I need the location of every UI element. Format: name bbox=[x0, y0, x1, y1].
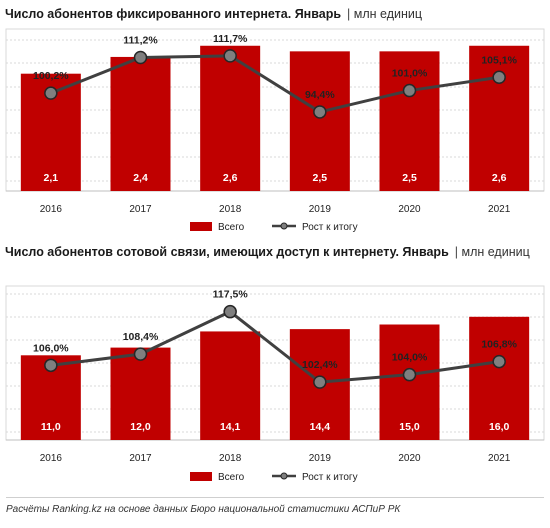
chart-plot: 11,0 2016 12,0 2017 14,1 2018 14,4 2019 15,0 2020… bbox=[5, 285, 545, 483]
growth-line bbox=[50, 54, 500, 114]
bar-value-label: 2,5 bbox=[313, 172, 328, 184]
x-tick-label: 2016 bbox=[40, 453, 63, 464]
bar bbox=[110, 56, 171, 192]
bar-value-label: 14,4 bbox=[310, 421, 331, 433]
growth-value-label: 106,0% bbox=[33, 342, 69, 354]
growth-point bbox=[223, 304, 237, 319]
x-tick-label: 2018 bbox=[219, 453, 242, 464]
legend-label: Всего bbox=[218, 222, 245, 233]
chart-unit: млн единиц bbox=[353, 7, 423, 21]
bar bbox=[289, 51, 350, 192]
source-note: Расчёты Ranking.kz на основе данных Бюро… bbox=[6, 504, 401, 515]
bar-value-label: 2,4 bbox=[133, 172, 148, 184]
bar-value-label: 16,0 bbox=[489, 421, 510, 433]
x-tick-label: 2017 bbox=[129, 453, 152, 464]
x-tick-label: 2017 bbox=[129, 204, 152, 215]
growth-point bbox=[402, 83, 417, 98]
bar bbox=[379, 51, 440, 192]
growth-point bbox=[402, 367, 417, 382]
bar-value-label: 12,0 bbox=[130, 421, 151, 433]
growth-value-label: 111,7% bbox=[213, 33, 248, 45]
x-tick-label: 2019 bbox=[309, 453, 332, 464]
bar bbox=[379, 324, 440, 440]
growth-value-label: 102,4% bbox=[302, 359, 338, 371]
legend-label: Рост к итогу bbox=[302, 472, 358, 483]
growth-value-label: 106,8% bbox=[481, 339, 517, 351]
x-tick-label: 2020 bbox=[398, 204, 421, 215]
bar-value-label: 2,5 bbox=[402, 172, 417, 184]
growth-value-label: 94,4% bbox=[305, 89, 335, 101]
bar bbox=[110, 347, 171, 440]
bar-value-label: 15,0 bbox=[399, 421, 420, 433]
bar bbox=[200, 331, 261, 440]
bar-value-label: 14,1 bbox=[220, 421, 241, 433]
legend-label: Рост к итогу bbox=[302, 222, 358, 233]
bar-value-label: 2,6 bbox=[223, 172, 238, 184]
growth-value-label: 100,2% bbox=[33, 70, 69, 82]
legend-swatch-bars bbox=[190, 222, 212, 231]
x-tick-label: 2021 bbox=[488, 204, 511, 215]
chart-title: Число абонентов сотовой связи, имеющих д… bbox=[5, 245, 449, 259]
chart-plot: 2,1 2016 2,4 2017 2,6 2018 2,5 2019 2,5 2020 2,6 20… bbox=[5, 28, 545, 233]
growth-point bbox=[492, 70, 506, 85]
growth-line bbox=[50, 310, 500, 384]
growth-point bbox=[44, 86, 58, 100]
bar-value-label: 2,6 bbox=[492, 172, 507, 184]
x-tick-label: 2018 bbox=[219, 204, 242, 215]
growth-point bbox=[223, 49, 237, 63]
growth-value-label: 117,5% bbox=[213, 289, 249, 301]
growth-point bbox=[313, 375, 327, 389]
legend-swatch-bars bbox=[190, 472, 212, 481]
legend-swatch-marker bbox=[280, 472, 288, 480]
legend-swatch-marker bbox=[280, 222, 288, 230]
growth-point bbox=[492, 354, 506, 369]
growth-point bbox=[133, 50, 148, 65]
chart-fixed-internet: Число абонентов фиксированного интернета… bbox=[0, 0, 550, 238]
growth-point bbox=[133, 347, 148, 361]
chart-mobile-internet: Число абонентов сотовой связи, имеющих д… bbox=[0, 238, 550, 488]
chart-unit: млн единиц bbox=[461, 245, 530, 259]
x-tick-label: 2020 bbox=[398, 453, 421, 464]
bar-value-label: 2,1 bbox=[44, 172, 59, 184]
bar-value-label: 11,0 bbox=[41, 421, 61, 433]
growth-value-label: 101,0% bbox=[392, 68, 428, 80]
growth-value-label: 108,4% bbox=[123, 331, 159, 343]
growth-value-label: 111,2% bbox=[123, 35, 158, 47]
footer-divider bbox=[6, 497, 544, 498]
growth-point bbox=[313, 105, 327, 119]
growth-point bbox=[44, 358, 58, 373]
growth-value-label: 104,0% bbox=[392, 352, 428, 364]
bar bbox=[469, 316, 530, 440]
chart-title: Число абонентов фиксированного интернета… bbox=[5, 7, 342, 21]
x-tick-label: 2021 bbox=[488, 453, 511, 464]
legend-label: Всего bbox=[218, 472, 245, 483]
x-tick-label: 2019 bbox=[309, 204, 332, 215]
x-tick-label: 2016 bbox=[40, 204, 63, 215]
bar bbox=[469, 45, 530, 191]
growth-value-label: 105,1% bbox=[481, 54, 517, 66]
